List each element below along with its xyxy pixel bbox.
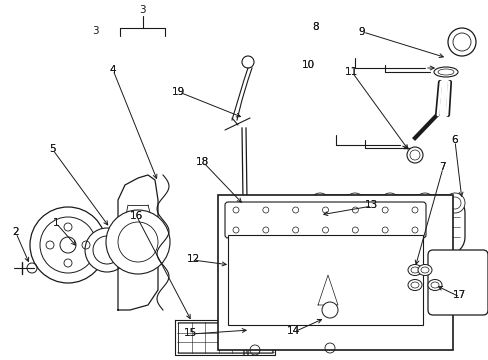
Text: 8: 8 [311,22,318,32]
Text: 11: 11 [344,67,357,77]
Text: 6: 6 [450,135,457,145]
Text: 15: 15 [183,328,197,338]
Text: 5: 5 [49,144,56,154]
Text: 8: 8 [311,22,318,32]
Text: 19: 19 [171,87,185,97]
Text: 16: 16 [130,211,143,221]
Text: 9: 9 [358,27,365,37]
Bar [227,235,422,325]
Text: 7: 7 [438,162,445,172]
FancyBboxPatch shape [224,202,425,238]
Ellipse shape [427,279,441,291]
Text: 5: 5 [49,144,56,154]
Text: 12: 12 [186,254,200,264]
Ellipse shape [417,265,431,275]
Circle shape [106,210,170,274]
Ellipse shape [407,265,421,275]
Circle shape [379,193,399,213]
Ellipse shape [407,279,421,291]
Text: 16: 16 [130,211,143,221]
Text: 18: 18 [196,157,209,167]
Text: 15: 15 [183,328,197,338]
Text: 2: 2 [12,227,19,237]
Ellipse shape [433,67,457,77]
Circle shape [30,207,106,283]
Text: 17: 17 [452,290,466,300]
Circle shape [309,193,329,213]
Text: 11: 11 [344,67,357,77]
Circle shape [345,193,364,213]
Text: 1: 1 [53,218,60,228]
Text: 13: 13 [364,200,378,210]
Text: 14: 14 [286,326,300,336]
FancyBboxPatch shape [427,250,487,315]
Circle shape [447,28,475,56]
Text: 9: 9 [358,27,365,37]
Bar [218,195,452,350]
Circle shape [321,302,337,318]
Bar [178,322,271,353]
Text: 7: 7 [438,162,445,172]
Polygon shape [299,195,464,255]
Text: 18: 18 [196,157,209,167]
Circle shape [444,193,464,213]
Text: 4: 4 [109,65,116,75]
Text: 4: 4 [109,65,116,75]
Text: 6: 6 [450,135,457,145]
Text: 19: 19 [171,87,185,97]
Circle shape [414,193,434,213]
Text: 1: 1 [53,218,60,228]
Text: 13: 13 [364,200,378,210]
Circle shape [406,147,422,163]
Text: 12: 12 [186,254,200,264]
Text: 3: 3 [139,5,145,15]
Polygon shape [175,320,274,355]
Circle shape [85,228,129,272]
Text: 10: 10 [301,60,314,70]
Text: 17: 17 [452,290,466,300]
Text: 2: 2 [12,227,19,237]
Text: 10: 10 [301,60,314,70]
Text: 3: 3 [92,26,99,36]
Text: 14: 14 [286,326,300,336]
Polygon shape [118,175,158,310]
